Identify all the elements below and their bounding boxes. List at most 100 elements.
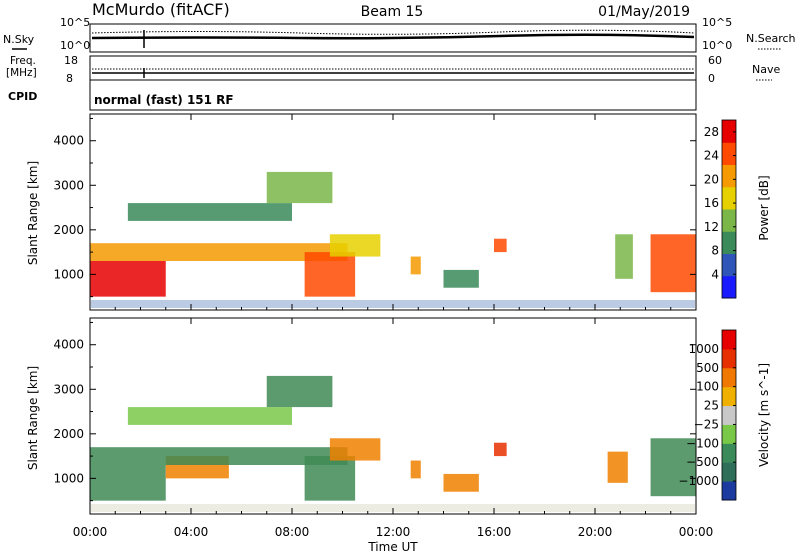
- echo-region: [615, 234, 633, 279]
- x-tick-label: 00:00: [73, 525, 108, 539]
- echo-region: [494, 238, 507, 253]
- echo-region: [90, 261, 166, 297]
- x-axis-label: Time UT: [367, 540, 418, 554]
- mode-panel-frame: [89, 79, 697, 111]
- colorbar-segment: [722, 164, 736, 188]
- power-colorbar-label: Power [dB]: [757, 175, 771, 240]
- x-tick-label: 00:00: [679, 525, 714, 539]
- nave-label: Nave: [752, 63, 780, 76]
- x-tick-label: 20:00: [578, 525, 613, 539]
- freq-tick-bottom: 8: [66, 72, 73, 85]
- colorbar-segment: [722, 348, 736, 369]
- echo-region: [266, 375, 333, 408]
- colorbar-segment: [722, 462, 736, 482]
- noise-sky-trace: [91, 33, 695, 40]
- colorbar-segment: [722, 405, 736, 425]
- noise-left-tick-bottom: 10^0: [60, 39, 90, 52]
- beam-label: Beam 15: [361, 4, 424, 20]
- n-search-label: N.Search: [746, 32, 796, 45]
- noise-panel-frame: [89, 23, 697, 53]
- y-tick-label: 2000: [53, 427, 84, 441]
- colorbar-frame: [721, 329, 737, 501]
- colorbar-tick-label: 25: [704, 399, 719, 413]
- colorbar-segment: [722, 481, 736, 501]
- echo-region: [410, 460, 421, 479]
- colorbar-tick-label: 8: [711, 244, 719, 258]
- freq-label-line1: Freq.: [10, 55, 36, 67]
- freq-tick-top: 18: [64, 54, 78, 67]
- colorbar-segment: [722, 330, 736, 350]
- y-tick-label: 4000: [53, 338, 84, 352]
- noise-left-tick-top: 10^5: [60, 16, 90, 29]
- colorbar-segment: [722, 142, 736, 165]
- station-title: McMurdo (fitACF): [92, 0, 230, 19]
- velocity-colorbar-label: Velocity [m s^-1]: [757, 363, 771, 467]
- power-panel-ylabel: Slant Range [km]: [26, 161, 40, 265]
- y-tick-label: 4000: [53, 134, 84, 148]
- colorbar-segment: [722, 367, 736, 388]
- echo-region: [443, 473, 479, 492]
- x-tick-label: 04:00: [174, 525, 209, 539]
- colorbar-tick-label: −25: [694, 417, 719, 431]
- colorbar-segment: [722, 386, 736, 407]
- echo-region: [266, 171, 333, 204]
- velocity-panel-ylabel: Slant Range [km]: [26, 366, 40, 470]
- noise-right-tick-bottom: 10^0: [702, 39, 732, 52]
- mode-text: normal (fast) 151 RF: [94, 93, 234, 107]
- x-tick-label: 16:00: [477, 525, 512, 539]
- colorbar-segment: [722, 253, 736, 277]
- echo-region: [443, 269, 479, 288]
- colorbar-segment: [722, 231, 736, 254]
- freq-label-line2: [MHz]: [6, 67, 37, 79]
- colorbar-tick-label: 20: [704, 172, 719, 186]
- echo-region: [127, 203, 292, 221]
- freq-panel-frame: [89, 55, 697, 81]
- echo-region: [127, 407, 292, 425]
- colorbar-segment: [722, 424, 736, 444]
- echo-region: [329, 234, 381, 257]
- colorbar-tick-label: −1000: [678, 474, 719, 488]
- y-tick-label: 1000: [53, 471, 84, 485]
- colorbar-tick-label: 28: [704, 125, 719, 139]
- colorbar-tick-label: 24: [704, 149, 719, 163]
- echo-region: [90, 465, 166, 501]
- colorbar-tick-label: 12: [704, 220, 719, 234]
- echo-region: [90, 447, 348, 465]
- colorbar-tick-label: 4: [711, 267, 719, 281]
- noise-search-trace: [91, 29, 695, 35]
- colorbar-segment: [722, 209, 736, 232]
- colorbar-tick-label: 500: [696, 361, 719, 375]
- colorbar-tick-label: −100: [686, 436, 719, 450]
- y-tick-label: 1000: [53, 267, 84, 281]
- echo-region: [304, 456, 356, 501]
- colorbar-tick-label: 100: [696, 380, 719, 394]
- colorbar-segment: [722, 120, 736, 143]
- colorbar-segment: [722, 275, 736, 299]
- echo-region: [304, 252, 356, 297]
- colorbar-tick-label: 16: [704, 196, 719, 210]
- colorbar-segment: [722, 443, 736, 463]
- colorbar-frame: [721, 119, 737, 299]
- y-tick-label: 3000: [53, 382, 84, 396]
- x-tick-label: 12:00: [376, 525, 411, 539]
- colorbar-tick-label: −500: [686, 455, 719, 469]
- colorbar-tick-label: 1000: [688, 342, 719, 356]
- plot-layer: 1000 2000 3000 4000 4 8 12 16 20 24 28 1000 2000 3000…: [53, 113, 737, 539]
- nave-tick-top: 60: [708, 54, 722, 67]
- colorbar-segment: [722, 186, 736, 210]
- echo-region: [607, 451, 628, 483]
- echo-region: [90, 243, 348, 261]
- echo-region: [329, 438, 381, 461]
- date-label: 01/May/2019: [598, 4, 690, 20]
- n-sky-label: N.Sky: [3, 33, 35, 46]
- noise-traces: [91, 29, 695, 48]
- x-tick-label: 08:00: [275, 525, 310, 539]
- cpid-label: CPID: [8, 90, 37, 103]
- echo-region: [650, 234, 696, 293]
- y-tick-label: 2000: [53, 223, 84, 237]
- noise-right-tick-top: 10^5: [702, 16, 732, 29]
- echo-region: [650, 438, 696, 497]
- y-tick-label: 3000: [53, 178, 84, 192]
- echo-region: [494, 442, 507, 457]
